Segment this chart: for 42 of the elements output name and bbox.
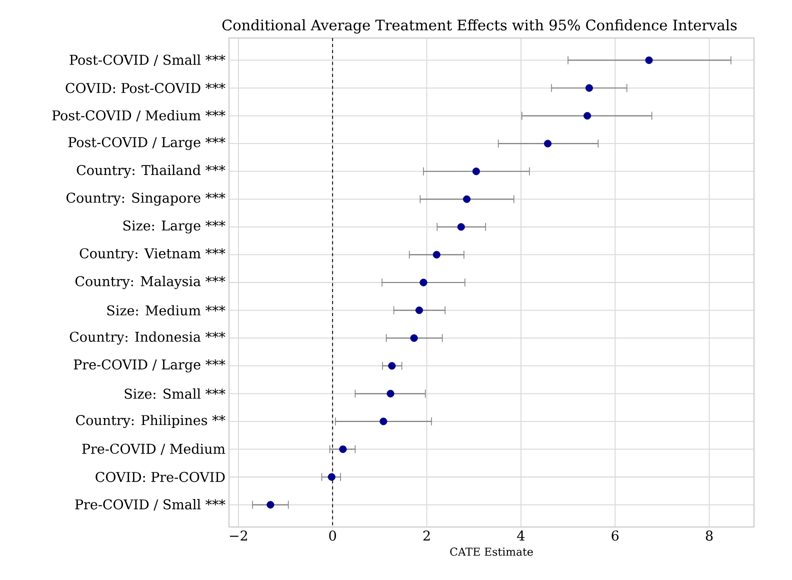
point <box>544 140 552 148</box>
y-tick-label: Size: Large *** <box>123 220 226 234</box>
x-tick-label: 6 <box>612 530 619 541</box>
point <box>462 195 471 203</box>
y-tick-label: Country: Singapore *** <box>66 192 226 206</box>
point <box>266 500 274 509</box>
y-tick-label: Pre-COVID / Small *** <box>75 499 226 511</box>
x-tick-label: 0 <box>329 530 336 541</box>
point <box>585 84 593 92</box>
x-tick-label: 2 <box>423 530 430 541</box>
point <box>584 112 592 120</box>
y-tick-label: Post-COVID / Medium *** <box>52 110 226 122</box>
point <box>457 223 465 231</box>
point <box>410 334 418 342</box>
y-tick-label: Post-COVID / Small *** <box>70 54 226 66</box>
point <box>380 418 388 426</box>
y-tick-label: Country: Indonesia *** <box>70 331 226 345</box>
y-tick-label: Pre-COVID / Medium <box>82 443 226 455</box>
y-tick-label: Post-COVID / Large *** <box>68 137 226 150</box>
point <box>328 473 336 481</box>
y-tick-label: Country: Philipines ** <box>76 414 226 428</box>
y-tick-label: Size: Medium *** <box>107 305 226 316</box>
point <box>472 168 480 176</box>
point <box>420 278 428 286</box>
point <box>388 362 396 370</box>
x-tick-label: 4 <box>517 530 525 541</box>
y-tick-label: Country: Thailand *** <box>76 164 226 178</box>
x-axis-title: CATE Estimate <box>450 548 533 556</box>
y-tick-label: Country: Vietnam *** <box>80 248 226 262</box>
y-tick-label: COVID: Post-COVID *** <box>66 82 226 94</box>
x-tick-label: 8 <box>706 530 713 541</box>
point <box>386 390 394 398</box>
y-tick-label: Country: Malaysia *** <box>75 276 226 290</box>
point <box>415 306 424 314</box>
point <box>645 56 653 64</box>
x-tick-label: −2 <box>230 530 248 541</box>
chart-title: Conditional Average Treatment Effects with 95% Confidence Intervals <box>222 19 737 34</box>
point <box>432 250 440 259</box>
point <box>339 445 347 453</box>
y-tick-label: Size: Small *** <box>124 388 226 399</box>
y-tick-label: COVID: Pre-COVID <box>96 472 225 482</box>
y-tick-label: Pre-COVID / Large *** <box>74 359 226 372</box>
